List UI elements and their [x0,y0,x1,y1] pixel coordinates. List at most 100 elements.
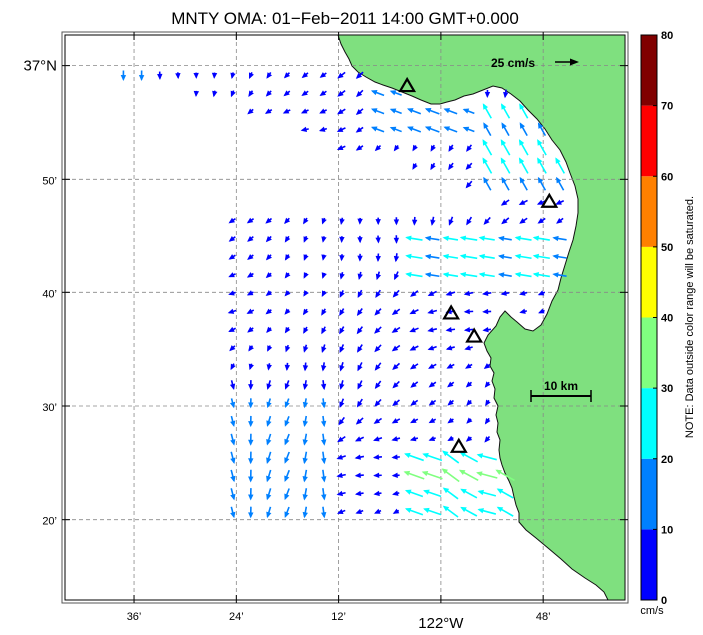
current-vector [302,469,308,483]
current-vector [246,290,254,296]
current-vector [465,180,473,189]
current-vector [357,235,363,244]
colorbar-tick-label: 80 [661,30,673,42]
current-vector [497,254,512,260]
current-vector [321,488,327,501]
current-vector [373,490,382,497]
current-vector [446,363,455,369]
current-vector [336,145,346,151]
current-vector [421,470,443,480]
current-vector [442,272,459,278]
current-vector [336,472,346,478]
current-vector [477,508,497,515]
current-vector [356,398,363,408]
current-vector [555,199,565,205]
current-vector [519,176,528,191]
current-vector [462,108,475,115]
colorbar-segment [641,105,657,177]
current-vector [374,380,382,390]
current-vector [410,417,419,424]
current-vector [284,217,291,225]
current-vector [230,433,236,446]
colorbar-tick-label: 50 [661,242,673,254]
current-vector [532,235,550,241]
current-vector [519,308,528,314]
colorbar-tick-label: 20 [661,454,673,466]
current-vector [466,399,473,406]
current-vector [466,144,473,152]
current-vector [501,122,510,136]
current-vector [230,469,236,483]
current-vector [370,90,385,97]
current-vector [478,235,495,242]
current-vector [302,451,308,465]
current-vector [355,508,364,514]
current-vector [459,253,478,260]
current-vector [393,235,400,244]
current-vector [374,398,382,407]
current-vector [519,217,528,224]
current-vector [537,122,547,136]
current-vector [373,417,383,424]
current-vector [501,176,510,191]
current-vector [357,289,363,298]
current-vector [537,157,547,174]
current-vector [484,436,491,443]
current-vector [552,254,567,260]
station-marker [465,327,484,343]
current-vector [357,344,363,353]
current-vector [406,126,422,133]
colorbar-tick-label: 10 [661,524,673,536]
current-vector [392,399,400,407]
current-vector [441,468,460,483]
current-vector [264,108,273,114]
current-vector [284,415,290,427]
current-vector [266,415,272,427]
current-vector [228,326,237,333]
current-vector [284,380,290,390]
current-vector [556,217,564,224]
current-vector [532,271,550,278]
current-vector [321,326,327,335]
current-vector [447,399,454,406]
current-vector [337,71,346,79]
current-vector [503,89,509,99]
current-vector [301,72,309,79]
current-vector [478,272,495,278]
current-vector [247,108,254,115]
current-vector [500,290,510,296]
current-vector [459,451,479,463]
current-vector [302,398,309,409]
current-vector [538,308,545,314]
current-vector [193,90,200,98]
current-vector [284,451,290,464]
current-vector [248,433,254,446]
current-vector [410,399,419,406]
current-vector [302,506,308,519]
current-vector [303,254,309,261]
current-vector [466,417,473,424]
current-vector [355,126,364,133]
current-vector [321,344,327,353]
current-vector [410,381,419,388]
current-vector [247,254,254,260]
scale-bar-label: 10 km [544,379,578,393]
current-vector [230,72,236,80]
current-vector [248,90,254,97]
current-vector [321,362,327,372]
current-vector [392,508,400,514]
current-vector [339,290,345,298]
current-vector [477,489,497,497]
current-vector [230,451,236,465]
current-vector [482,139,493,156]
current-vector [375,217,381,226]
current-vector [483,176,492,191]
current-vector [302,433,308,446]
current-vector [303,272,309,279]
current-vector [465,363,473,369]
lat-label: 40’ [42,288,57,300]
current-vector [448,162,454,171]
reference-vector-label: 25 cm/s [491,56,535,70]
current-vector [138,70,145,82]
current-vector [230,363,236,371]
